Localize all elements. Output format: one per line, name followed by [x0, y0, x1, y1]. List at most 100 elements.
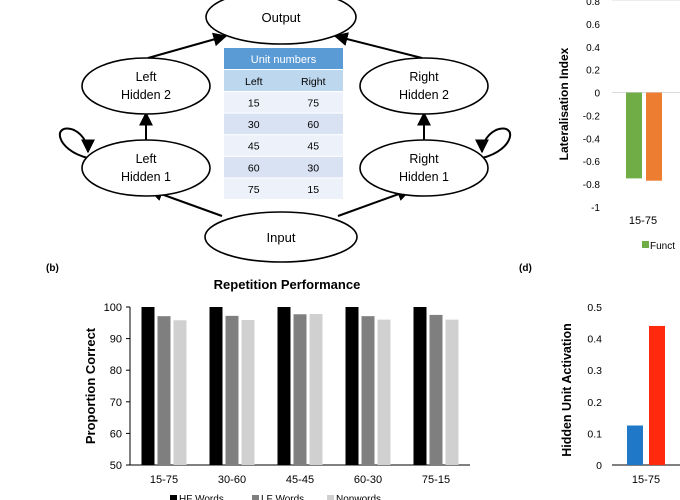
x-tick-label: 60-30	[354, 474, 382, 486]
node-left-hidden-2-line1: Left	[136, 70, 157, 84]
bar	[413, 307, 427, 465]
y-tick-label: -0.4	[583, 134, 601, 145]
legend-label: HF Words	[179, 494, 224, 500]
arrow-right-h2-output	[333, 32, 423, 59]
bar	[377, 319, 391, 465]
repetition-performance-chart: Repetition Performance Proportion Correct…	[83, 277, 470, 500]
x-tick-label: 75-15	[422, 474, 450, 486]
legend-swatch	[327, 495, 334, 500]
table-cell: 75	[307, 98, 319, 110]
legend-swatch	[252, 495, 259, 500]
y-axis-label: Hidden Unit Activation	[560, 323, 574, 457]
table-cell: 60	[248, 162, 260, 174]
table-title: Unit numbers	[251, 54, 317, 66]
node-right-hidden-1: Right Hidden 1	[359, 139, 489, 197]
bar	[241, 319, 255, 465]
y-tick-label: 0.4	[587, 334, 602, 346]
y-axis-label: Lateralisation Index	[557, 47, 571, 160]
node-left-hidden-1-line2: Hidden 1	[121, 170, 171, 184]
legend-label: Nonwords	[336, 494, 381, 500]
table-row	[224, 178, 343, 199]
node-left-hidden-2: Left Hidden 2	[81, 57, 211, 115]
hidden-unit-activation-chart: Hidden Unit Activation 0 0.1 0.2 0.3 0.4 0.5 15…	[560, 302, 680, 486]
node-right-hidden-1-line1: Right	[409, 152, 439, 166]
x-tick-label: 15-75	[632, 474, 660, 486]
table-cell: 45	[248, 141, 260, 153]
node-output: Output	[205, 0, 357, 45]
bar	[309, 313, 323, 465]
bar	[141, 307, 155, 465]
y-tick-label: -0.8	[583, 180, 601, 191]
table-cell: 30	[248, 119, 260, 131]
table-row	[224, 135, 343, 156]
bar	[173, 320, 187, 465]
network-diagram: Output Left Hidden 2 Right Hidden 2 Left…	[58, 0, 512, 263]
legend-label: Funct	[650, 241, 675, 252]
y-tick-label: -0.2	[583, 111, 601, 122]
bar	[361, 316, 375, 465]
y-axis-label: Proportion Correct	[83, 327, 98, 444]
y-tick-label: -1	[591, 203, 600, 214]
y-tick-label: 0.2	[587, 397, 602, 409]
panel-label-d: (d)	[519, 263, 532, 274]
chart-title: Repetition Performance	[214, 277, 361, 292]
y-tick-label: 50	[110, 460, 122, 472]
y-tick-label: 60	[110, 428, 122, 440]
x-tick-label: 15-75	[150, 474, 178, 486]
node-input-label: Input	[267, 230, 296, 245]
bar	[209, 307, 223, 465]
bar	[277, 307, 291, 465]
panel-label-b: (b)	[46, 263, 59, 274]
x-tick-label: 30-60	[218, 474, 246, 486]
arrow-left-h2-output	[147, 32, 228, 59]
bar	[157, 316, 171, 465]
node-left-hidden-2-line2: Hidden 2	[121, 88, 171, 102]
table-header-left: Left	[245, 76, 263, 88]
table-header-right: Right	[301, 76, 326, 88]
table-row	[224, 156, 343, 178]
bar	[646, 92, 662, 181]
node-right-hidden-1-line2: Hidden 1	[399, 170, 449, 184]
y-tick-label: 0.2	[586, 66, 600, 77]
table-cell: 30	[307, 162, 319, 174]
y-tick-label: -0.6	[583, 157, 601, 168]
y-tick-label: 0.6	[586, 20, 600, 31]
legend-swatch	[642, 241, 649, 248]
y-tick-label: 0.4	[586, 43, 600, 54]
node-output-label: Output	[261, 10, 300, 25]
y-tick-label: 90	[110, 334, 122, 346]
bar	[445, 319, 459, 465]
table-cell: 75	[248, 184, 260, 196]
y-tick-label: 0	[594, 89, 600, 100]
table-cell: 15	[248, 98, 260, 110]
bar	[225, 315, 239, 465]
unit-numbers-table: Unit numbers Left Right 15 75 30 60 45 45 60 30 75 1…	[224, 48, 343, 199]
bar	[293, 314, 307, 465]
node-left-hidden-1: Left Hidden 1	[81, 139, 211, 197]
table-cell: 60	[307, 119, 319, 131]
y-tick-label: 100	[104, 302, 122, 314]
bar	[627, 425, 643, 465]
bar	[345, 307, 359, 465]
table-cell: 15	[307, 184, 319, 196]
x-tick-label: 45-45	[286, 474, 314, 486]
x-tick-label: 15-75	[629, 215, 657, 227]
loop-left-h1	[58, 127, 95, 159]
y-tick-label: 70	[110, 397, 122, 409]
y-tick-label: 0	[596, 460, 602, 472]
bar	[649, 325, 665, 465]
table-header-row	[224, 70, 343, 91]
y-tick-label: 0.8	[586, 0, 600, 8]
lateralisation-index-chart: Lateralisation Index 0.8 0.6 0.4 0.2 0 -0.2 -0.…	[557, 0, 680, 252]
table-row	[224, 113, 343, 135]
node-input: Input	[204, 211, 358, 263]
y-tick-label: 0.1	[587, 428, 602, 440]
y-tick-label: 0.5	[587, 302, 602, 314]
bar	[429, 314, 443, 465]
node-right-hidden-2-line2: Hidden 2	[399, 88, 449, 102]
bar	[626, 92, 642, 179]
table-title-cell	[224, 48, 343, 69]
y-tick-label: 80	[110, 365, 122, 377]
legend-swatch	[170, 495, 177, 500]
